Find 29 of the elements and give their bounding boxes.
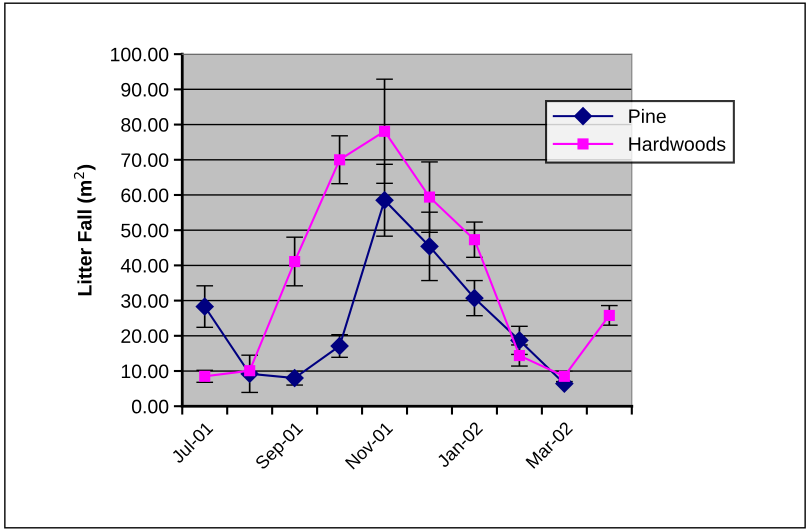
y-tick-label: 0.00 (132, 400, 168, 414)
y-tick-label: 40.00 (120, 258, 168, 273)
y-tick-label: 60.00 (121, 188, 168, 202)
point (334, 154, 346, 166)
y-tick-label: 50.00 (121, 224, 168, 238)
point (604, 310, 615, 321)
point (199, 370, 210, 382)
y-axis-title: Litter Fall (m$^{2}$) (74, 164, 96, 296)
point (558, 370, 570, 382)
point (196, 298, 214, 316)
point (468, 234, 480, 246)
point (510, 331, 528, 350)
y-tick-label: 20.00 (121, 329, 168, 344)
legend-label: Pine (629, 108, 666, 124)
y-tick-label: 10.00 (122, 364, 168, 378)
point (378, 126, 390, 137)
legend-label: Hardwoods (629, 136, 726, 151)
point (420, 237, 439, 256)
point (330, 336, 349, 356)
point (289, 256, 300, 268)
y-tick-label: 100.00 (111, 48, 168, 62)
y-tick-label: 80.00 (121, 118, 168, 132)
y-tick-label: 70.00 (121, 153, 168, 168)
point (376, 191, 394, 210)
point (424, 192, 436, 203)
point (514, 350, 525, 362)
y-tick-label: 90.00 (121, 82, 168, 97)
point (465, 289, 484, 308)
y-tick-label: 30.00 (121, 294, 168, 308)
